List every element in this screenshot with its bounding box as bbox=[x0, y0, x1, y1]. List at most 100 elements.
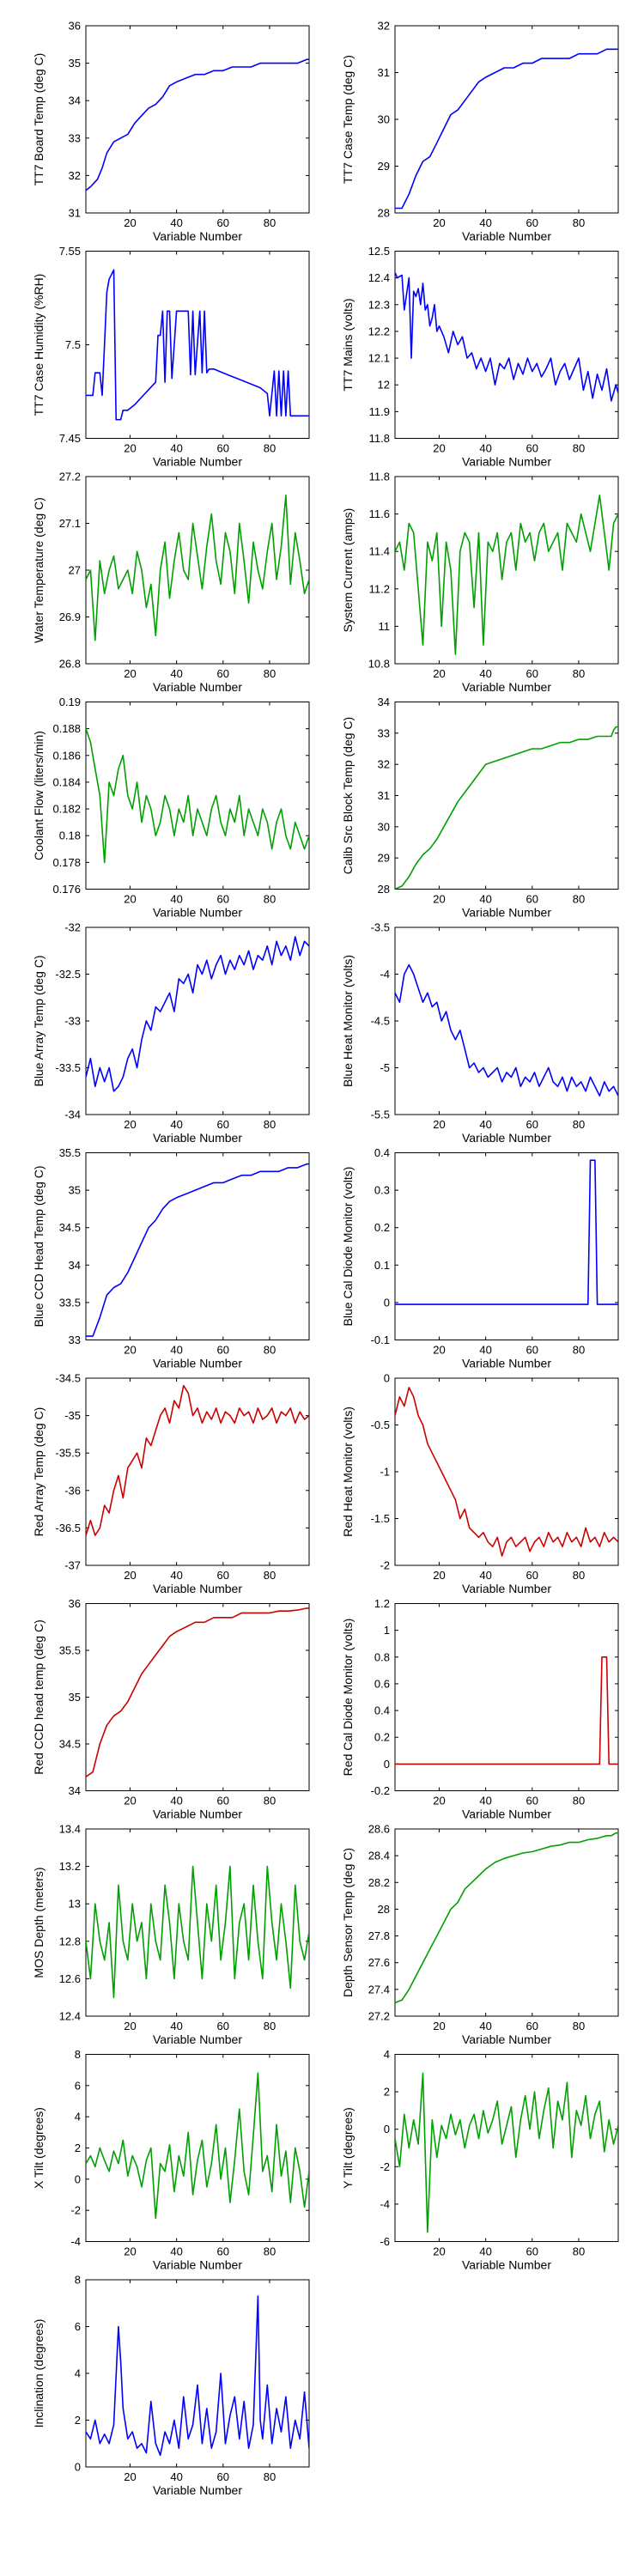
series-line bbox=[395, 272, 618, 402]
x-tick-label: 60 bbox=[217, 2020, 229, 2032]
x-tick-label: 60 bbox=[526, 1118, 538, 1131]
series-line bbox=[86, 494, 309, 641]
y-tick-label: 7.45 bbox=[59, 432, 81, 445]
axes-frame bbox=[394, 25, 619, 214]
subplot-2: 20 40 60 80 28 29 30 31 32 Variable Number TT7 Cas… bbox=[341, 20, 619, 243]
axes-frame bbox=[85, 476, 310, 665]
y-tick-label: 33 bbox=[69, 131, 81, 144]
y-tick-label: 34 bbox=[378, 696, 390, 708]
y-tick-label: 11.2 bbox=[369, 582, 390, 595]
x-axis-label: Variable Number bbox=[462, 680, 551, 694]
series-line bbox=[86, 1865, 309, 1998]
x-axis-label: Variable Number bbox=[462, 1807, 551, 1821]
y-axis-label: TT7 Case Temp (deg C) bbox=[341, 55, 355, 184]
series-line bbox=[395, 2072, 618, 2233]
axes-frame bbox=[85, 2054, 310, 2242]
y-axis-label: Y Tilt (degrees) bbox=[341, 2107, 355, 2189]
subplot-13: 20 40 60 80 -37 -36.5 -36 -35.5 -35 -34.5 Variable… bbox=[32, 1372, 310, 1595]
series-line bbox=[395, 494, 618, 655]
x-tick-label: 80 bbox=[264, 1344, 276, 1357]
x-tick-label: 40 bbox=[170, 1344, 182, 1357]
y-tick-label: 12.3 bbox=[368, 298, 390, 311]
y-tick-label: 29 bbox=[378, 852, 390, 865]
y-axis-label: TT7 Board Temp (deg C) bbox=[32, 53, 46, 186]
subplot-7: 20 40 60 80 0.176 0.178 0.18 0.182 0.184 0.186 0.1… bbox=[32, 696, 310, 920]
x-tick-label: 40 bbox=[479, 2020, 491, 2032]
y-tick-label: 36 bbox=[69, 1597, 81, 1610]
y-axis-label: Water Temperature (deg C) bbox=[32, 497, 46, 643]
axes-frame bbox=[85, 2279, 310, 2468]
y-tick-label: -0.2 bbox=[371, 1784, 390, 1797]
y-tick-label: 6 bbox=[75, 2079, 81, 2092]
y-tick-label: -33.5 bbox=[55, 1061, 81, 1074]
x-axis-label: Variable Number bbox=[153, 1807, 242, 1821]
series-line bbox=[86, 1163, 309, 1337]
y-tick-label: 28 bbox=[378, 207, 390, 220]
y-axis-label: X Tilt (degrees) bbox=[32, 2107, 46, 2189]
subplot-5: 20 40 60 80 26.8 26.9 27 27.1 27.2 Variable Numbe… bbox=[32, 471, 310, 694]
y-tick-label: 34.5 bbox=[59, 1738, 81, 1751]
y-axis-label: Depth Sensor Temp (deg C) bbox=[341, 1848, 355, 1997]
series-line bbox=[395, 1656, 618, 1765]
y-tick-label: 30 bbox=[378, 113, 390, 126]
y-tick-label: 0.1 bbox=[374, 1259, 390, 1272]
axes-frame bbox=[394, 702, 619, 890]
y-tick-label: 12.4 bbox=[368, 271, 390, 284]
series-line bbox=[395, 48, 618, 210]
y-tick-label: 35 bbox=[69, 1691, 81, 1704]
x-tick-label: 20 bbox=[124, 1344, 136, 1357]
y-tick-label: 12.2 bbox=[368, 325, 390, 337]
y-tick-label: 35.5 bbox=[59, 1146, 81, 1159]
y-tick-label: 31 bbox=[378, 789, 390, 802]
x-axis-label: Variable Number bbox=[462, 2258, 551, 2272]
series-line bbox=[86, 58, 309, 191]
axes-frame bbox=[394, 1603, 619, 1791]
x-axis-label: Variable Number bbox=[462, 906, 551, 920]
x-tick-label: 60 bbox=[217, 216, 229, 229]
series-line bbox=[86, 269, 309, 421]
x-tick-label: 60 bbox=[526, 442, 538, 455]
y-tick-label: 12.1 bbox=[368, 352, 390, 365]
x-axis-label: Variable Number bbox=[462, 1131, 551, 1145]
y-tick-label: -1 bbox=[380, 1466, 390, 1479]
x-axis-label: Variable Number bbox=[462, 455, 551, 469]
y-tick-label: 2 bbox=[75, 2414, 81, 2427]
y-tick-label: 0.176 bbox=[52, 883, 81, 896]
y-tick-label: -4 bbox=[70, 2235, 81, 2248]
y-axis-label: TT7 Mains (volts) bbox=[341, 298, 355, 391]
y-tick-label: -0.1 bbox=[371, 1334, 390, 1346]
subplot-6: 20 40 60 80 10.8 11 11.2 11.4 11.6 11.8 Variable N… bbox=[341, 471, 619, 694]
y-tick-label: -4.5 bbox=[371, 1015, 390, 1028]
x-tick-label: 60 bbox=[526, 1344, 538, 1357]
y-tick-label: 12.4 bbox=[59, 2010, 81, 2023]
y-tick-label: 0.19 bbox=[59, 696, 81, 708]
series-line bbox=[86, 2072, 309, 2220]
y-tick-label: 10.8 bbox=[368, 658, 390, 671]
y-tick-label: 0.18 bbox=[59, 829, 81, 842]
x-axis-label: Variable Number bbox=[462, 2032, 551, 2046]
x-tick-label: 80 bbox=[573, 1344, 585, 1357]
y-tick-label: 0.182 bbox=[52, 803, 81, 816]
y-tick-label: -2 bbox=[380, 2160, 390, 2173]
x-tick-label: 40 bbox=[170, 1795, 182, 1807]
y-tick-label: 7.5 bbox=[65, 338, 81, 351]
y-tick-label: 11.8 bbox=[369, 471, 390, 483]
x-tick-label: 40 bbox=[170, 442, 182, 455]
y-tick-label: 12.8 bbox=[59, 1935, 81, 1947]
y-tick-label: 4 bbox=[384, 2048, 390, 2061]
y-tick-label: 0 bbox=[384, 1758, 390, 1771]
y-tick-label: 34 bbox=[69, 1784, 81, 1797]
y-tick-label: -2 bbox=[380, 1559, 390, 1572]
subplot-19: 20 40 60 80 -4 -2 0 2 4 6 8 Variable Number X Tilt (… bbox=[32, 2048, 310, 2272]
x-tick-label: 20 bbox=[124, 1569, 136, 1582]
y-tick-label: 27.8 bbox=[368, 1929, 390, 1942]
x-tick-label: 60 bbox=[217, 442, 229, 455]
x-tick-label: 40 bbox=[170, 667, 182, 680]
y-tick-label: -34.5 bbox=[55, 1372, 81, 1385]
y-tick-label: 27.4 bbox=[368, 1983, 390, 1996]
x-tick-label: 40 bbox=[479, 667, 491, 680]
y-tick-label: 33 bbox=[378, 726, 390, 739]
x-tick-label: 40 bbox=[170, 1118, 182, 1131]
series-line bbox=[86, 936, 309, 1092]
